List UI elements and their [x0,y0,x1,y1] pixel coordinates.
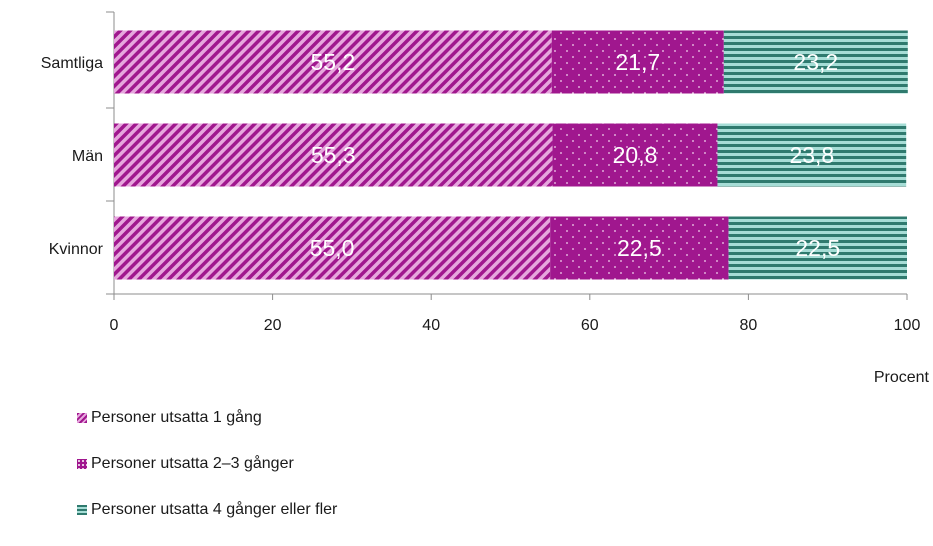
legend-item-1: Personer utsatta 1 gång [77,408,337,428]
bar-3-3 [728,216,907,280]
legend-label-3: Personer utsatta 4 gånger eller fler [91,501,338,518]
legend-label-2: Personer utsatta 2–3 gånger [91,455,294,472]
bar-2-1 [114,123,553,187]
data-label-3-2: 22,5 [617,235,662,261]
bars [114,30,908,280]
bar-1-3 [723,30,908,94]
category-label-1: Män [72,148,103,165]
data-label-1-2: 21,7 [615,49,660,75]
bar-2-3 [717,123,907,187]
labels: Samtliga Män Kvinnor 55,2 21,7 23,2 55,3 20,8 23… [41,49,840,261]
data-label-2-3: 23,8 [789,142,834,168]
bar-2-2 [552,123,718,187]
x-tick-label-5: 100 [894,317,921,334]
bar-3-2 [550,216,729,280]
legend-swatch-3 [77,505,87,515]
bar-1-2 [551,30,724,94]
chart-canvas: 0 20 40 60 80 100 Procent Samtliga Män Kvinnor 55… [41,11,930,386]
legend-item-2: Personer utsatta 2–3 gånger [77,454,337,474]
axes: 0 20 40 60 80 100 Procent [106,11,930,386]
category-label-0: Samtliga [41,55,103,72]
x-tick-label-3: 60 [581,317,599,334]
x-tick-label-0: 0 [110,317,119,334]
legend-swatch-1 [77,413,87,423]
data-label-1-1: 55,2 [310,49,355,75]
data-label-2-2: 20,8 [613,142,658,168]
data-label-2-1: 55,3 [311,142,356,168]
category-label-2: Kvinnor [49,241,104,258]
legend-item-3: Personer utsatta 4 gånger eller fler [77,500,337,520]
data-label-3-1: 55,0 [310,235,355,261]
legend: Personer utsatta 1 gång Personer utsatta… [77,408,337,546]
x-tick-label-2: 40 [422,317,440,334]
legend-label-1: Personer utsatta 1 gång [91,409,262,426]
data-label-3-3: 22,5 [795,235,840,261]
bar-3-1 [114,216,551,280]
stacked-bar-chart: 0 20 40 60 80 100 Procent Samtliga Män Kvinnor 55… [41,11,930,518]
bar-1-1 [114,30,552,94]
x-tick-label-4: 80 [740,317,758,334]
x-tick-label-1: 20 [264,317,282,334]
x-axis-title: Procent [874,369,930,386]
data-label-1-3: 23,2 [793,49,838,75]
legend-swatch-2 [77,459,87,469]
